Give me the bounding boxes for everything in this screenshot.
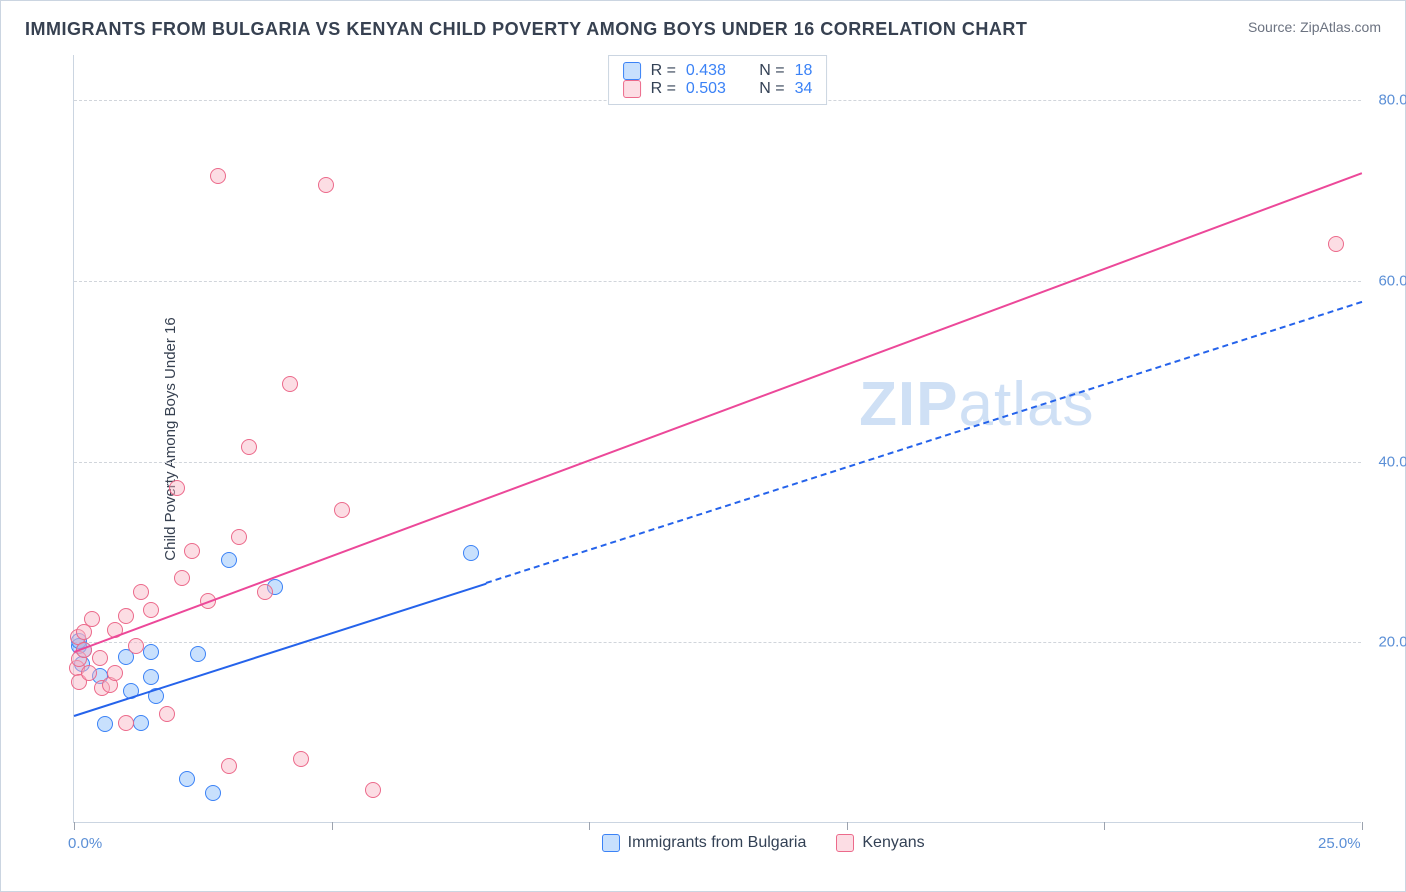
data-point [159, 706, 175, 722]
x-tick [589, 822, 590, 830]
data-point [318, 177, 334, 193]
x-tick [847, 822, 848, 830]
plot-wrapper: Child Poverty Among Boys Under 16 ZIPatl… [49, 55, 1361, 823]
data-point [118, 715, 134, 731]
legend-item: Kenyans [836, 834, 924, 852]
x-tick-label: 25.0% [1318, 835, 1361, 852]
legend-stats-row: R =0.503 N = 34 [623, 80, 813, 98]
x-tick [332, 822, 333, 830]
x-tick [1362, 822, 1363, 830]
data-point [81, 665, 97, 681]
data-point [133, 584, 149, 600]
data-point [365, 782, 381, 798]
r-value: 0.503 [686, 80, 726, 98]
n-value: 34 [795, 80, 813, 98]
data-point [334, 502, 350, 518]
legend-swatch-icon [836, 834, 854, 852]
data-point [174, 570, 190, 586]
x-tick-label: 0.0% [68, 835, 102, 852]
data-point [205, 785, 221, 801]
gridline-h [74, 642, 1361, 643]
data-point [143, 669, 159, 685]
y-tick-label: 20.0% [1378, 634, 1406, 651]
r-value: 0.438 [686, 62, 726, 80]
data-point [143, 644, 159, 660]
legend-label: Immigrants from Bulgaria [628, 834, 807, 852]
data-point [257, 584, 273, 600]
data-point [221, 552, 237, 568]
data-point [184, 543, 200, 559]
data-point [179, 771, 195, 787]
data-point [143, 602, 159, 618]
legend-swatch-icon [623, 80, 641, 98]
chart-title: IMMIGRANTS FROM BULGARIA VS KENYAN CHILD… [25, 19, 1027, 40]
data-point [128, 638, 144, 654]
data-point [282, 376, 298, 392]
data-point [107, 665, 123, 681]
data-point [92, 650, 108, 666]
source-attribution: Source: ZipAtlas.com [1248, 19, 1381, 35]
data-point [169, 480, 185, 496]
data-point [463, 545, 479, 561]
data-point [210, 168, 226, 184]
x-tick [74, 822, 75, 830]
data-point [118, 608, 134, 624]
gridline-h [74, 281, 1361, 282]
y-tick-label: 60.0% [1378, 272, 1406, 289]
plot-area: ZIPatlas 20.0%40.0%60.0%80.0%0.0%25.0%R … [73, 55, 1361, 823]
regression-line [74, 173, 1363, 654]
data-point [293, 751, 309, 767]
data-point [231, 529, 247, 545]
data-point [190, 646, 206, 662]
gridline-h [74, 462, 1361, 463]
data-point [84, 611, 100, 627]
y-tick-label: 40.0% [1378, 453, 1406, 470]
header-row: IMMIGRANTS FROM BULGARIA VS KENYAN CHILD… [1, 1, 1405, 48]
legend-swatch-icon [602, 834, 620, 852]
legend-stats-box: R =0.438 N = 18R =0.503 N = 34 [608, 55, 828, 105]
y-tick-label: 80.0% [1378, 92, 1406, 109]
regression-line-extrapolated [486, 301, 1362, 584]
legend-label: Kenyans [862, 834, 924, 852]
data-point [241, 439, 257, 455]
data-point [1328, 236, 1344, 252]
chart-container: IMMIGRANTS FROM BULGARIA VS KENYAN CHILD… [0, 0, 1406, 892]
legend-swatch-icon [623, 62, 641, 80]
legend-item: Immigrants from Bulgaria [602, 834, 807, 852]
watermark: ZIPatlas [859, 369, 1094, 440]
n-value: 18 [795, 62, 813, 80]
data-point [97, 716, 113, 732]
data-point [133, 715, 149, 731]
legend-stats-row: R =0.438 N = 18 [623, 62, 813, 80]
data-point [76, 624, 92, 640]
data-point [221, 758, 237, 774]
x-tick [1104, 822, 1105, 830]
legend-series: Immigrants from Bulgaria Kenyans [602, 834, 925, 852]
